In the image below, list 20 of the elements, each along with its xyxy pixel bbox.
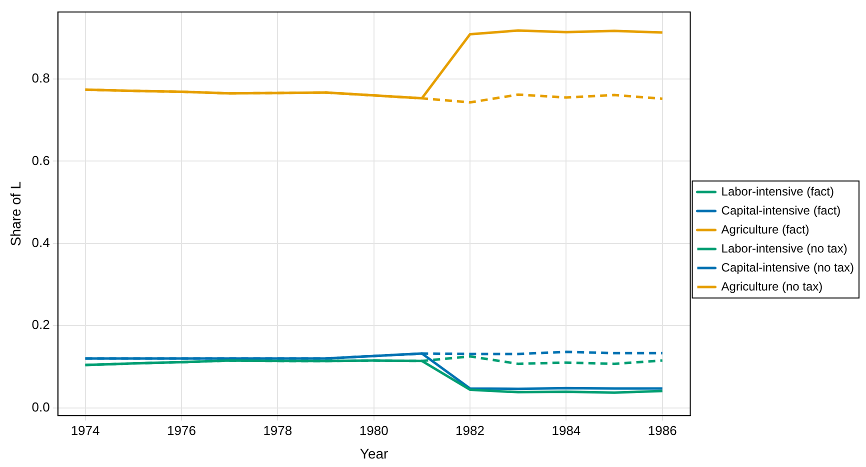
- x-tick-label: 1974: [70, 422, 100, 438]
- legend-label: Labor-intensive (no tax): [721, 241, 848, 256]
- legend-label: Agriculture (fact): [721, 222, 810, 236]
- x-axis-title: Year: [360, 445, 389, 462]
- y-tick-label: 0.8: [32, 70, 50, 86]
- legend-label: Labor-intensive (fact): [721, 184, 834, 198]
- y-axis-title: Share of L: [7, 181, 24, 246]
- y-tick-label: 0.4: [32, 234, 50, 250]
- y-tick-label: 0.6: [32, 152, 50, 168]
- legend-label: Capital-intensive (no tax): [721, 260, 854, 274]
- x-tick-label: 1986: [648, 422, 677, 438]
- x-tick-label: 1982: [456, 422, 484, 438]
- x-tick-label: 1978: [263, 422, 292, 438]
- x-tick-label: 1976: [167, 422, 196, 438]
- legend-label: Agriculture (no tax): [721, 279, 823, 294]
- legend-label: Capital-intensive (fact): [721, 203, 841, 218]
- y-tick-label: 0.2: [32, 317, 50, 332]
- x-tick-label: 1984: [552, 422, 581, 438]
- x-tick-label: 1980: [359, 422, 388, 438]
- y-tick-label: 0.0: [32, 399, 50, 414]
